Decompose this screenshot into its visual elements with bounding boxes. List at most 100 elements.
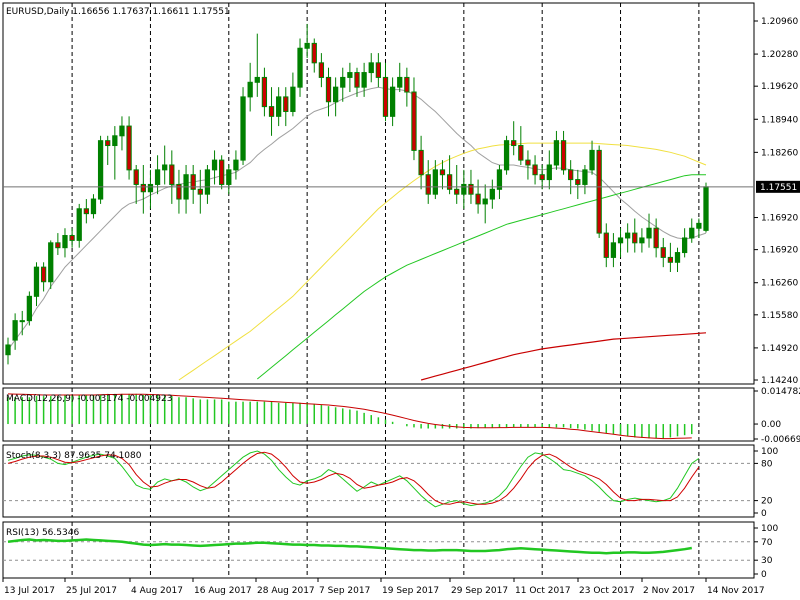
rsi-path (7, 538, 693, 555)
macd-panel[interactable] (2, 387, 755, 442)
y-tick-label: 1.16920 (761, 214, 798, 224)
bear-candle (176, 183, 182, 200)
candles (5, 23, 709, 365)
y-tick-label: 100 (761, 447, 778, 457)
bull-candle (589, 149, 595, 171)
bull-candle (503, 140, 510, 171)
bear-candle (126, 125, 132, 171)
bear-candle (560, 140, 567, 171)
y-tick-label: 1.16920 (761, 246, 798, 256)
macd-label: MACD(12,26,9) -0.003174 -0.004923 (6, 394, 172, 404)
stoch-signal-line (7, 451, 700, 505)
stoch-label: Stoch(8,3,3) 87.9635 74.1080 (6, 451, 142, 461)
y-tick-label: 30 (761, 556, 773, 566)
bull-candle (276, 96, 282, 117)
bull-candle (62, 235, 68, 249)
y-tick-label: 100 (761, 524, 778, 534)
bear-candle (411, 91, 417, 151)
bear-candle (568, 169, 574, 181)
bear-candle (197, 188, 203, 195)
bear-candle (425, 174, 431, 195)
bull-candle (496, 169, 503, 190)
bear-candle (468, 183, 474, 195)
bear-candle (446, 174, 453, 190)
y-tick-label: 0 (761, 570, 767, 580)
bear-candle (261, 76, 268, 108)
bull-candle (681, 237, 688, 254)
x-tick-label: 23 Oct 2017 (579, 586, 635, 596)
bear-candle (83, 208, 89, 215)
stoch-lines (7, 450, 700, 508)
y-tick-label: 80 (761, 459, 773, 469)
bull-candle (461, 183, 467, 195)
bear-candle (133, 169, 139, 185)
y-tick-label: 20 (761, 497, 773, 507)
bear-candle (268, 106, 275, 117)
bear-candle (667, 256, 674, 263)
y-tick-label: 1.19620 (761, 82, 798, 92)
bear-candle (575, 179, 581, 185)
ma-slow-line (256, 174, 706, 380)
macd-histogram (7, 393, 693, 439)
bear-candle (354, 72, 360, 88)
bull-candle (432, 169, 438, 195)
current-price-line: 1.17551 (3, 180, 800, 193)
x-tick-label: 2 Nov 2017 (643, 586, 695, 596)
bear-candle (539, 174, 545, 181)
bear-candle (105, 140, 111, 147)
current-price-label: 1.17551 (760, 183, 797, 193)
bull-candle (361, 72, 367, 88)
bull-candle (347, 72, 353, 78)
bull-candle (33, 266, 40, 297)
x-tick-label: 16 Aug 2017 (194, 586, 252, 596)
bear-candle (475, 193, 481, 205)
y-tick-label: 1.15580 (761, 311, 798, 321)
bull-candle (211, 159, 218, 171)
stoch-panel[interactable] (2, 444, 755, 518)
symbol-info: EURUSD,Daily 1.16656 1.17637 1.16611 1.1… (6, 7, 230, 17)
bull-candle (233, 159, 239, 171)
bull-candle (482, 198, 488, 205)
bull-candle (147, 183, 154, 193)
y-tick-label: 1.20960 (761, 17, 798, 27)
y-tick-label: 1.20280 (761, 50, 798, 60)
macd-signal-path (7, 393, 692, 440)
bear-candle (596, 149, 602, 234)
bear-candle (325, 76, 332, 103)
x-tick-label: 19 Sep 2017 (382, 586, 439, 596)
bull-candle (119, 125, 125, 137)
bull-candle (247, 81, 253, 98)
bear-candle (283, 96, 289, 112)
bull-candle (204, 169, 211, 195)
x-tick-label: 14 Nov 2017 (707, 586, 765, 596)
bear-candle (603, 232, 609, 258)
bear-candle (190, 174, 196, 190)
bull-candle (553, 140, 560, 166)
bear-candle (404, 76, 410, 93)
bull-candle (240, 96, 246, 161)
bull-candle (389, 86, 396, 117)
rsi-y-axis: 100 70 30 0 (754, 524, 778, 580)
y-tick-label: 0.014782 (761, 387, 800, 397)
y-tick-label: 1.18260 (761, 148, 798, 158)
bull-candle (625, 232, 631, 239)
bull-candle (112, 135, 118, 147)
rsi-panel[interactable] (2, 521, 755, 579)
bull-candle (489, 188, 495, 200)
bear-candle (382, 76, 389, 117)
bear-candle (40, 266, 47, 283)
bear-candle (55, 242, 61, 249)
y-tick-label: 1.18940 (761, 115, 798, 125)
bull-candle (97, 140, 104, 200)
bull-candle (340, 76, 346, 88)
bear-candle (439, 169, 446, 176)
bear-candle (518, 145, 524, 161)
bull-candle (297, 47, 303, 88)
bull-candle (582, 169, 588, 185)
bear-candle (219, 159, 225, 185)
y-tick-label: 0 (761, 509, 767, 519)
bull-candle (696, 222, 702, 229)
stoch-y-axis: 100 80 20 0 (754, 447, 778, 519)
bear-candle (418, 149, 424, 176)
bull-candle (617, 237, 624, 244)
